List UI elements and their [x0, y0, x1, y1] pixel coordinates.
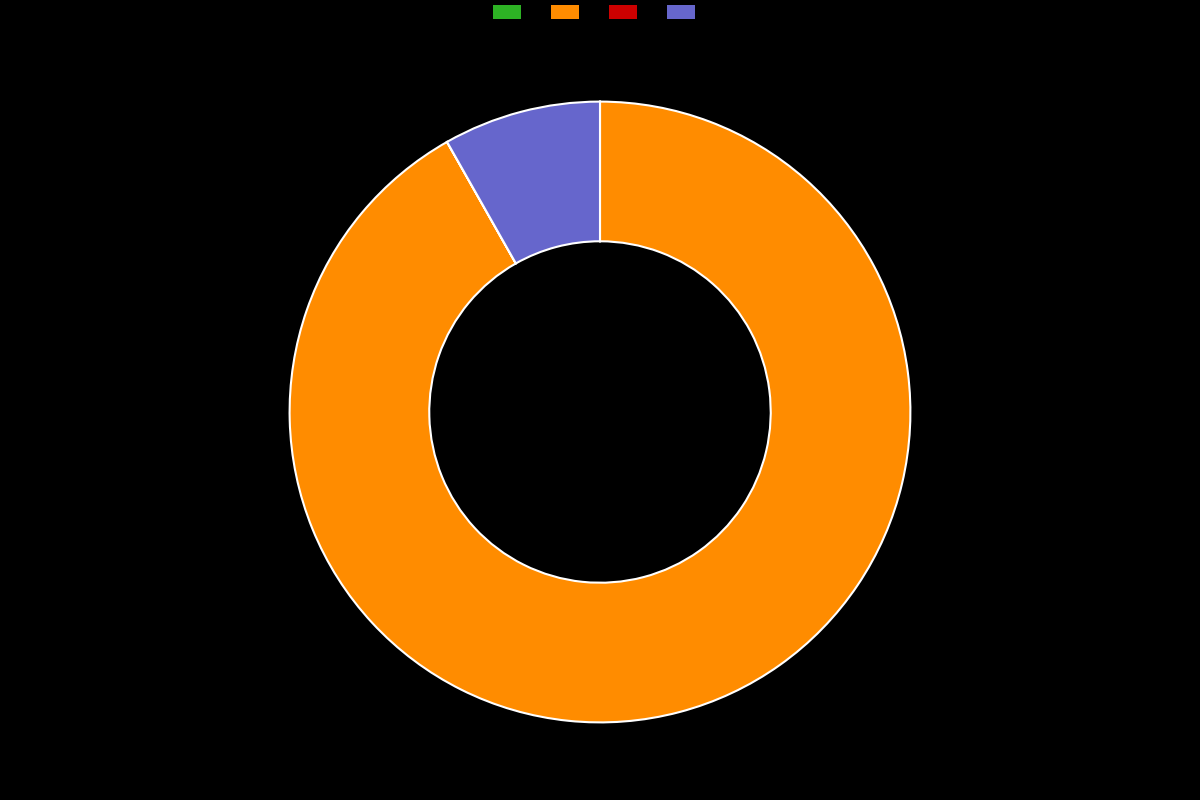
- Legend: , , , : , , ,: [488, 1, 712, 25]
- Wedge shape: [448, 102, 600, 263]
- Wedge shape: [289, 102, 911, 722]
- Wedge shape: [448, 142, 516, 263]
